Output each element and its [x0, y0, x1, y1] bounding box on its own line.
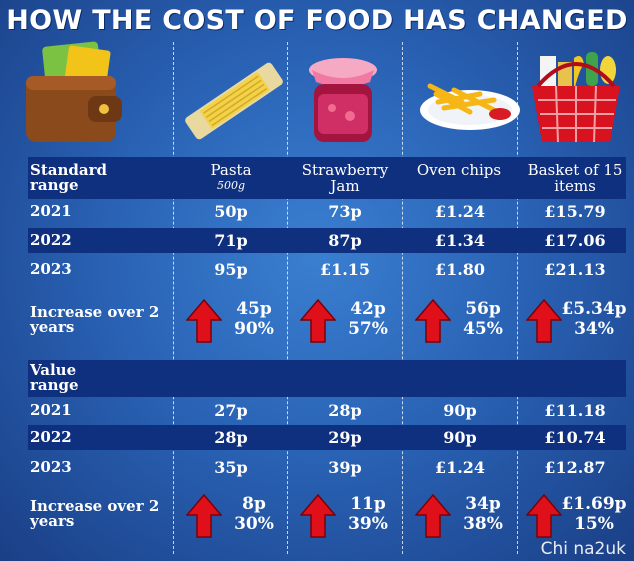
increase-amount: 8p — [242, 494, 266, 514]
increase-percent: 57% — [348, 319, 388, 339]
column-header-pasta: Pasta 500g — [174, 162, 288, 194]
year-label: 2023 — [30, 458, 72, 476]
pasta-icon — [185, 62, 283, 140]
column-subname: 500g — [216, 179, 246, 192]
column-header-jam: Strawberry Jam — [301, 161, 389, 195]
increase-amount: 11p — [350, 494, 386, 514]
increase-cell: 56p 45% — [409, 296, 523, 346]
jam-jar-icon — [309, 58, 377, 142]
year-label: 2022 — [30, 428, 72, 446]
column-divider — [287, 42, 288, 554]
increase-percent: 34% — [574, 319, 614, 339]
table-cell: 28p — [214, 428, 248, 447]
year-label: 2022 — [30, 231, 72, 249]
column-divider — [517, 42, 518, 554]
row-band-2022-value — [28, 425, 626, 450]
table-cell: £1.80 — [434, 260, 486, 279]
increase-cell: 11p 39% — [294, 491, 408, 541]
up-arrow-icon — [526, 493, 562, 538]
table-cell: 71p — [214, 231, 248, 250]
table-cell: £1.15 — [319, 260, 371, 279]
increase-amount: 56p — [465, 299, 501, 319]
up-arrow-icon — [300, 298, 336, 343]
year-label: 2021 — [30, 401, 72, 419]
increase-amount: 42p — [350, 299, 386, 319]
table-cell: 90p — [443, 401, 477, 420]
table-cell: 29p — [328, 428, 362, 447]
year-label: 2023 — [30, 260, 72, 278]
table-cell: £17.06 — [544, 231, 606, 250]
up-arrow-icon — [415, 298, 451, 343]
up-arrow-icon — [415, 493, 451, 538]
increase-cell: £5.34p 34% — [520, 296, 634, 346]
increase-percent: 39% — [348, 514, 388, 534]
increase-label: Increase over 2 years — [30, 303, 160, 336]
table-cell: £1.24 — [434, 202, 486, 221]
increase-amount: £1.69p — [561, 494, 627, 514]
table-cell: 35p — [214, 458, 248, 477]
year-label: 2021 — [30, 202, 72, 220]
increase-percent: 30% — [234, 514, 274, 534]
increase-percent: 15% — [574, 514, 614, 534]
table-cell: £21.13 — [544, 260, 606, 279]
wallet-icon — [26, 41, 122, 142]
table-cell: £1.34 — [434, 231, 486, 250]
table-cell: 95p — [214, 260, 248, 279]
table-cell: £1.24 — [434, 458, 486, 477]
column-header-basket: Basket of 15 items — [527, 161, 623, 195]
increase-cell: 42p 57% — [294, 296, 408, 346]
standard-header-band — [28, 157, 626, 199]
table-cell: 27p — [214, 401, 248, 420]
shopping-basket-icon — [532, 52, 620, 143]
standard-range-label: Standard range — [30, 161, 107, 194]
column-divider — [173, 42, 174, 554]
increase-cell: 45p 90% — [180, 296, 294, 346]
up-arrow-icon — [186, 493, 222, 538]
increase-cell: 34p 38% — [409, 491, 523, 541]
table-cell: 39p — [328, 458, 362, 477]
increase-label: Increase over 2 years — [30, 497, 160, 530]
table-cell: 90p — [443, 428, 477, 447]
increase-amount: 34p — [465, 494, 501, 514]
table-cell: £12.87 — [544, 458, 606, 477]
column-name: Pasta — [210, 161, 252, 179]
oven-chips-icon — [420, 83, 520, 130]
table-cell: 28p — [328, 401, 362, 420]
table-cell: 50p — [214, 202, 248, 221]
table-cell: 73p — [328, 202, 362, 221]
watermark: Chi na2uk — [540, 539, 626, 559]
value-range-label: Value range — [30, 361, 79, 394]
page-title: HOW THE COST OF FOOD HAS CHANGED — [6, 5, 628, 36]
increase-percent: 45% — [463, 319, 503, 339]
up-arrow-icon — [526, 298, 562, 343]
row-band-2022 — [28, 228, 626, 253]
table-cell: £11.18 — [544, 401, 606, 420]
column-header-chips: Oven chips — [416, 161, 502, 179]
up-arrow-icon — [186, 298, 222, 343]
increase-cell: £1.69p 15% — [520, 491, 634, 541]
increase-percent: 38% — [463, 514, 503, 534]
table-cell: £10.74 — [544, 428, 606, 447]
value-header-band — [28, 360, 626, 397]
increase-cell: 8p 30% — [180, 491, 294, 541]
up-arrow-icon — [300, 493, 336, 538]
table-cell: 87p — [328, 231, 362, 250]
increase-percent: 90% — [234, 319, 274, 339]
table-cell: £15.79 — [544, 202, 606, 221]
column-divider — [402, 42, 403, 554]
increase-amount: 45p — [236, 299, 272, 319]
increase-amount: £5.34p — [561, 299, 627, 319]
